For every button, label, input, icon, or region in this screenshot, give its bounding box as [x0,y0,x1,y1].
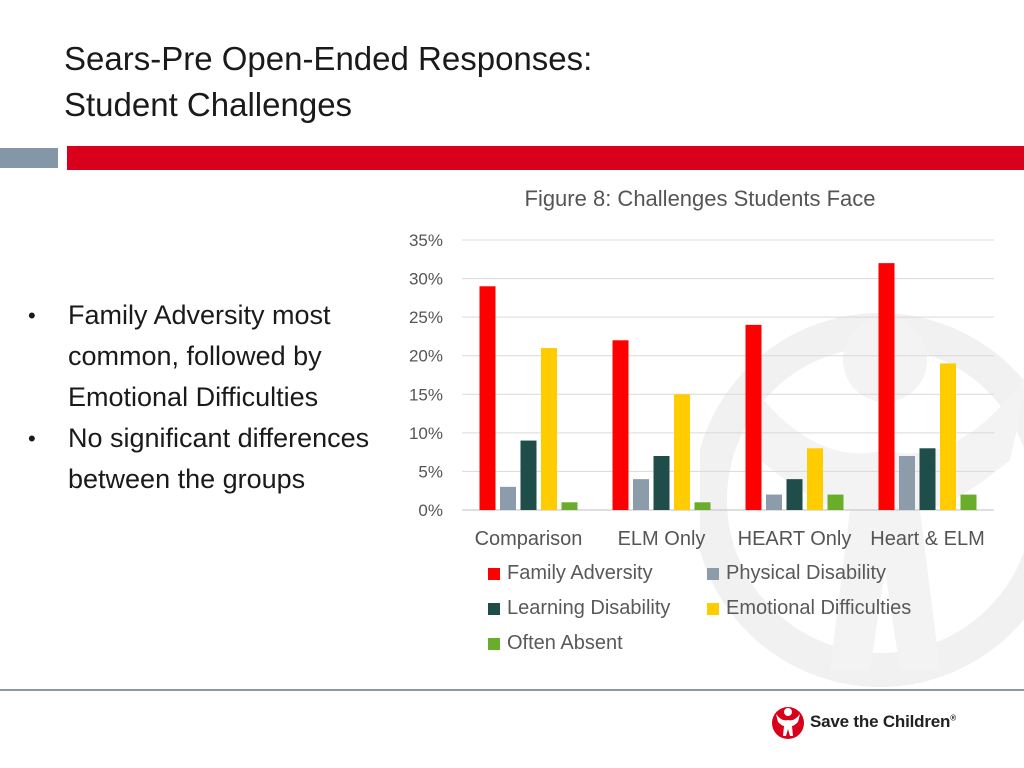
footer-divider [0,689,1024,691]
bar [479,286,496,510]
x-tick-label: HEART Only [738,528,852,550]
legend-item: Emotional Difficulties [707,597,911,620]
x-tick-label: Comparison [475,528,583,550]
bar [786,479,803,510]
y-tick-label: 35% [409,231,443,250]
registered-mark-icon: ® [950,713,956,723]
bar [520,440,537,510]
y-tick-label: 15% [409,385,443,404]
legend-item: Learning Disability [488,597,670,620]
bar [940,363,956,510]
header-accent-red-bar [67,146,1024,170]
legend-swatch [488,637,500,650]
bullet-text: No significant differences between the g… [68,423,370,494]
slide-title-line-2: Student Challenges [64,86,353,123]
slide-title-line-1: Sears-Pre Open-Ended Responses: [64,40,593,77]
bar [827,494,844,510]
save-the-children-logo: Save the Children® [770,700,956,744]
slide-title: Sears-Pre Open-Ended Responses: Student … [64,36,592,128]
x-tick-label: ELM Only [618,528,706,550]
bar [694,502,711,510]
bar [653,456,670,510]
legend-item: Often Absent [488,632,623,655]
bar [541,348,557,510]
chart-title: Figure 8: Challenges Students Face [524,186,876,211]
bar [766,494,782,510]
bullet-dot-icon: • [28,303,36,328]
bar [612,340,629,510]
bar [500,486,516,510]
logo-text: Save the Children® [810,712,956,732]
bar [674,394,690,510]
bar [807,448,823,510]
y-tick-label: 10% [409,424,443,443]
logo-text-label: Save the Children [810,712,951,731]
legend-item: Physical Disability [707,562,886,585]
legend-swatch [488,602,500,615]
y-tick-label: 5% [418,462,443,481]
legend-label: Often Absent [507,632,623,654]
legend-label: Family Adversity [507,562,653,584]
bar [899,456,915,510]
bar [745,324,762,510]
header-accent-gray-bar [0,148,58,168]
bullet-text: Family Adversity most common, followed b… [68,300,331,412]
bar [561,502,578,510]
bar [878,263,895,510]
y-tick-label: 20% [409,347,443,366]
bullet-dot-icon: • [28,426,36,451]
bar [919,448,936,510]
bullet-item: • Family Adversity most common, followed … [26,295,386,418]
legend-label: Learning Disability [507,597,671,619]
y-tick-label: 25% [409,308,443,327]
legend-swatch [707,602,719,615]
legend-label: Emotional Difficulties [726,597,912,619]
legend-swatch [707,567,719,580]
bar [960,494,977,510]
y-tick-label: 30% [409,270,443,289]
bullet-list: • Family Adversity most common, followed … [26,295,386,500]
bar [633,479,649,510]
y-tick-label: 0% [418,501,443,520]
legend-item: Family Adversity [488,562,653,585]
legend-label: Physical Disability [726,562,887,584]
legend-swatch [488,567,500,580]
x-tick-label: Heart & ELM [870,528,984,550]
save-the-children-emblem-icon [772,707,804,739]
bullet-item: • No significant differences between the … [26,418,386,500]
